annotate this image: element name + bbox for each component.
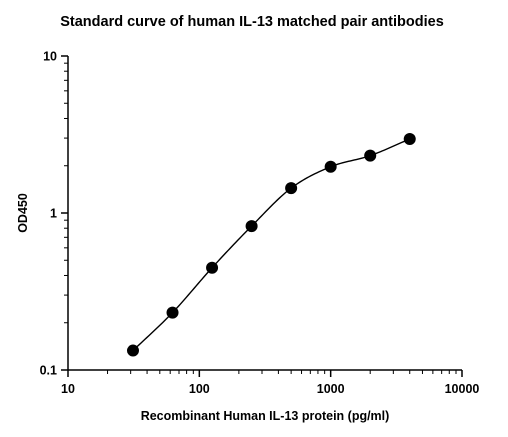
data-point [285, 182, 298, 195]
y-tick-label: 1 [50, 207, 57, 221]
data-point [403, 133, 416, 146]
x-tick-label: 10000 [445, 382, 480, 396]
fit-curve [132, 138, 411, 352]
data-point [324, 160, 337, 173]
data-point [245, 220, 258, 233]
x-axis-label: Recombinant Human IL-13 protein (pg/ml) [141, 409, 390, 423]
y-axis-label: OD450 [16, 193, 30, 233]
x-tick-label: 10 [61, 382, 75, 396]
y-tick-label: 10 [43, 50, 57, 64]
data-point [364, 149, 377, 162]
data-point [206, 261, 219, 274]
y-tick-label: 0.1 [40, 364, 57, 378]
chart-title: Standard curve of human IL-13 matched pa… [60, 14, 444, 30]
ticks [61, 55, 463, 377]
x-tick-label: 100 [189, 382, 210, 396]
data-point [126, 344, 139, 357]
tick-labels: 10 100 1000 10000 0.1 1 10 [40, 50, 480, 397]
data-point [166, 306, 179, 319]
x-tick-label: 1000 [317, 382, 345, 396]
data-points [126, 133, 416, 357]
